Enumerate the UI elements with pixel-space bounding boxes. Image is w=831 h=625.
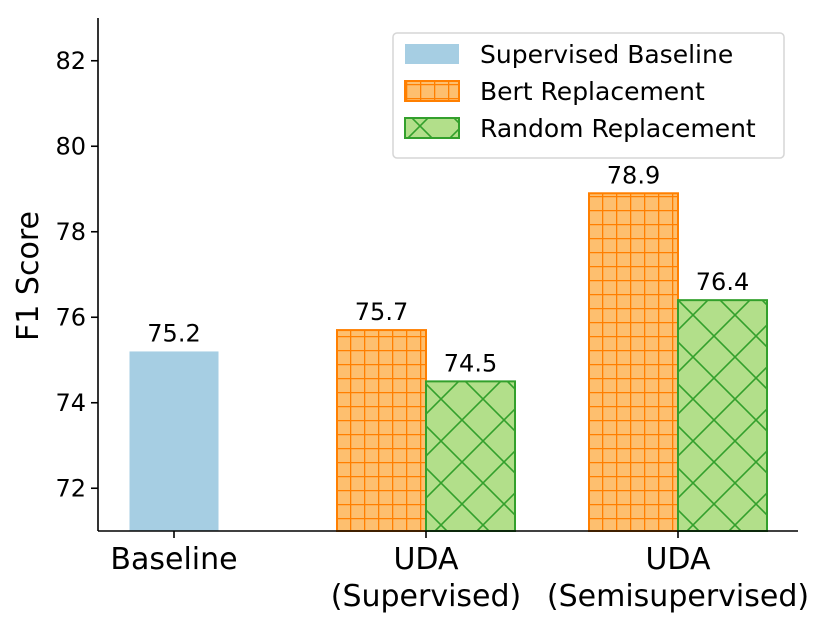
x-category-label: Baseline xyxy=(110,542,237,577)
y-tick-label: 76 xyxy=(55,303,86,331)
y-tick-label: 74 xyxy=(55,389,86,417)
x-category-label: (Supervised) xyxy=(331,579,522,614)
x-category-label: (Semisupervised) xyxy=(547,579,809,614)
bar-random-replacement-group-1 xyxy=(425,380,516,532)
data-label: 76.4 xyxy=(696,268,749,296)
legend-label-supervised-baseline: Supervised Baseline xyxy=(480,40,733,69)
data-label: 75.2 xyxy=(147,319,200,347)
y-tick-label: 80 xyxy=(55,132,86,160)
data-label: 78.9 xyxy=(607,161,660,189)
legend: Supervised Baseline Bert Replacement Rando… xyxy=(392,32,785,159)
data-label: 75.7 xyxy=(355,298,408,326)
y-axis-title: F1 Score xyxy=(11,211,46,341)
x-category-label: UDA xyxy=(393,542,459,577)
y-tick-label: 72 xyxy=(55,474,86,502)
legend-label-random-replacement: Random Replacement xyxy=(480,114,756,143)
legend-swatch-bert-replacement xyxy=(404,80,460,102)
legend-frame xyxy=(392,32,785,159)
data-label: 74.5 xyxy=(444,349,497,377)
bar-bert-replacement-group-1 xyxy=(336,329,427,533)
y-tick-label: 82 xyxy=(55,47,86,75)
legend-swatch-random-replacement xyxy=(404,117,460,139)
y-tick-label: 78 xyxy=(55,218,86,246)
bar-supervised-baseline-group-0 xyxy=(129,351,219,531)
bar-random-replacement-group-2 xyxy=(677,299,768,532)
bar-bert-replacement-group-2 xyxy=(588,192,679,532)
x-category-label: UDA xyxy=(645,542,711,577)
legend-label-bert-replacement: Bert Replacement xyxy=(480,77,705,106)
legend-swatch-supervised-baseline xyxy=(405,44,459,64)
